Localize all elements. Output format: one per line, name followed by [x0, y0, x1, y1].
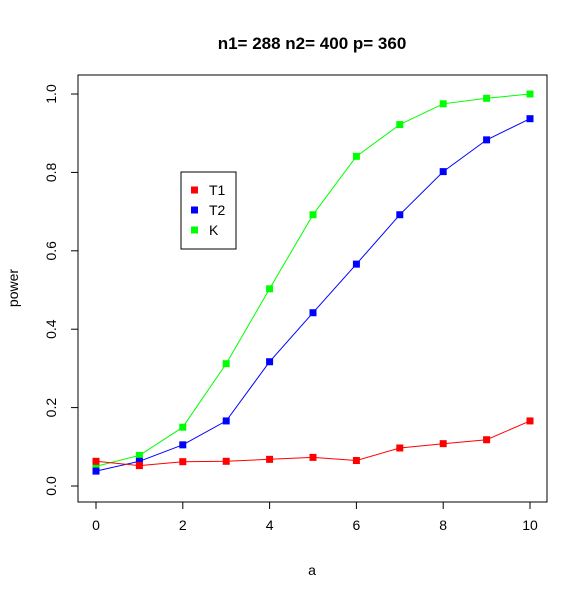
data-point-k	[396, 121, 404, 129]
data-point-t2	[483, 136, 491, 144]
data-point-t2	[135, 457, 143, 465]
series-k	[92, 90, 534, 470]
legend-label-t1: T1	[209, 182, 226, 198]
data-point-t1	[135, 462, 143, 470]
data-point-t1	[179, 458, 187, 466]
legend-swatch-t2	[191, 206, 198, 214]
data-point-t1	[439, 440, 447, 448]
x-axis-label: a	[308, 562, 316, 578]
y-tick-label: 0.4	[43, 319, 59, 339]
y-tick-label: 0.6	[43, 241, 59, 261]
x-axis: 0 2 4 6 8 10	[92, 501, 538, 533]
data-point-t2	[526, 115, 534, 123]
data-point-t2	[179, 441, 187, 449]
data-point-k	[483, 94, 491, 102]
data-point-t2	[439, 168, 447, 176]
y-tick-label: 0.2	[43, 398, 59, 418]
data-point-t2	[396, 211, 404, 219]
data-point-k	[92, 462, 100, 470]
data-point-t1	[352, 457, 360, 465]
x-tick-label: 10	[522, 517, 538, 533]
data-point-t2	[309, 309, 317, 317]
legend-swatch-t1	[191, 186, 198, 194]
data-point-k	[222, 360, 230, 368]
series-line-t2	[95, 118, 531, 472]
data-point-t1	[92, 457, 100, 465]
data-point-t2	[92, 467, 100, 475]
legend-swatch-k	[191, 226, 198, 234]
legend: T1 T2 K	[180, 171, 237, 250]
y-axis: 0.0 0.2 0.4 0.6 0.8 1.0	[43, 84, 79, 496]
data-point-t1	[526, 417, 534, 425]
legend-box	[180, 171, 237, 250]
data-point-t1	[309, 453, 317, 461]
x-tick-label: 6	[353, 517, 361, 533]
plot-frame	[77, 74, 548, 503]
legend-label-t2: T2	[209, 202, 226, 218]
series-layer	[92, 90, 534, 475]
chart-title: n1= 288 n2= 400 p= 360	[218, 34, 407, 53]
series-t1	[92, 417, 534, 470]
x-tick-label: 2	[179, 517, 187, 533]
data-point-t2	[352, 260, 360, 268]
y-tick-label: 1.0	[43, 84, 59, 104]
y-tick-label: 0.8	[43, 162, 59, 182]
data-point-t2	[222, 417, 230, 425]
x-tick-label: 0	[92, 517, 100, 533]
data-point-t2	[266, 358, 274, 366]
y-axis-label: power	[5, 269, 21, 307]
x-tick-label: 8	[439, 517, 447, 533]
series-line-k	[95, 93, 531, 467]
data-point-t1	[483, 436, 491, 444]
series-t2	[92, 115, 534, 475]
data-point-k	[179, 423, 187, 431]
data-point-k	[439, 100, 447, 108]
data-point-t1	[222, 457, 230, 465]
data-point-t1	[266, 455, 274, 463]
data-point-k	[266, 285, 274, 293]
data-point-t1	[396, 444, 404, 452]
data-point-k	[352, 152, 360, 160]
y-tick-label: 0.0	[43, 476, 59, 496]
legend-label-k: K	[209, 222, 219, 238]
data-point-k	[309, 211, 317, 219]
x-tick-label: 4	[266, 517, 274, 533]
data-point-k	[135, 451, 143, 459]
data-point-k	[526, 90, 534, 98]
